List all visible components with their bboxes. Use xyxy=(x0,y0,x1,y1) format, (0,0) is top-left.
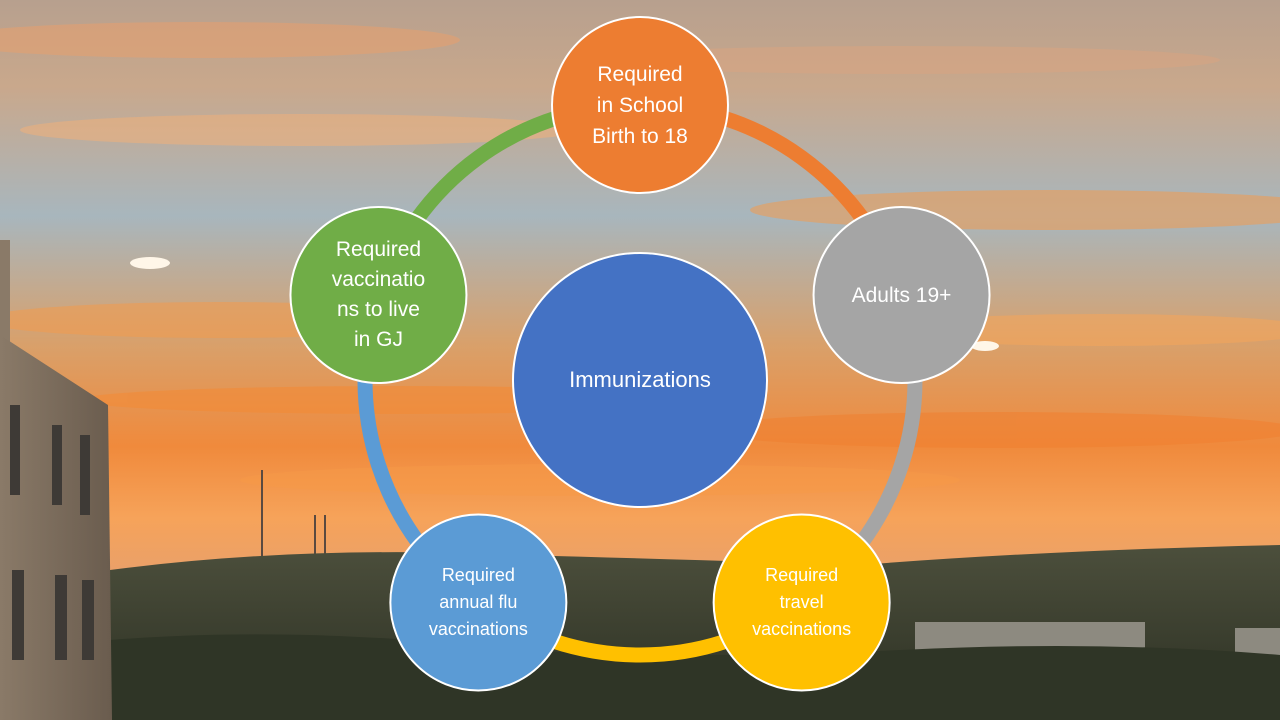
cycle-node-4 xyxy=(389,513,568,692)
cycle-node-1 xyxy=(551,16,729,194)
cycle-node-2 xyxy=(812,206,991,385)
cycle-node-5 xyxy=(289,206,468,385)
cycle-node-3 xyxy=(712,513,891,692)
center-circle xyxy=(512,252,768,508)
